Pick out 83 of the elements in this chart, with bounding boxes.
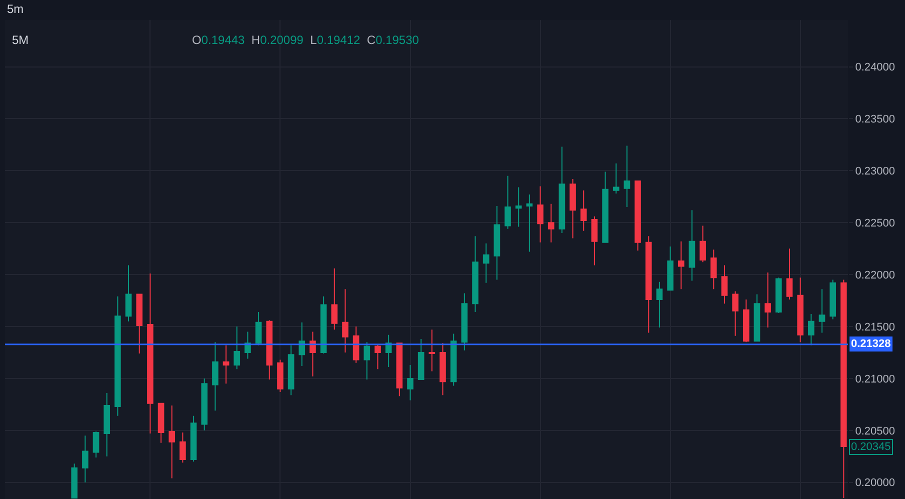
candlestick: [602, 171, 608, 243]
candlestick: [310, 331, 316, 377]
candlestick: [754, 294, 760, 342]
candlestick: [158, 402, 164, 444]
candlestick: [808, 314, 814, 346]
y-tick-label: 0.24000: [855, 62, 895, 74]
candlestick: [580, 190, 587, 232]
candlestick: [255, 311, 262, 346]
candlestick: [125, 264, 132, 322]
candlestick: [114, 296, 121, 416]
candlestick: [342, 288, 348, 353]
y-tick-label: 0.22500: [855, 217, 895, 230]
candlestick: [222, 344, 230, 384]
candlestick: [570, 178, 576, 239]
candlestick: [461, 292, 468, 351]
candlestick: [515, 186, 522, 228]
candlestick: [830, 279, 836, 320]
candlestick: [104, 392, 110, 457]
y-tick-label: 0.20000: [855, 477, 895, 490]
candlestick: [612, 162, 620, 194]
ref-line-label: 0.21328: [851, 338, 891, 350]
annotation: 0.20345: [851, 441, 891, 453]
candlestick: [71, 463, 78, 498]
candlestick: [331, 268, 338, 330]
candlestick: [92, 430, 100, 458]
candlestick: [364, 342, 370, 380]
text: 5M: [12, 33, 29, 47]
candlestick: [190, 415, 197, 462]
candlestick: [764, 272, 771, 328]
candlestick: [548, 203, 554, 243]
candlestick: [700, 225, 706, 263]
y-tick-label: 0.23500: [855, 114, 895, 126]
candlestick: [418, 338, 424, 380]
candlestick: [776, 277, 782, 314]
candlestick: [201, 378, 208, 431]
candlestick: [688, 210, 696, 282]
candlestick: [450, 333, 457, 386]
candlestick: [721, 264, 728, 304]
candlestick: [234, 326, 240, 370]
candlestick: [482, 242, 490, 284]
candlestick: [504, 175, 511, 230]
candlestick: [645, 236, 652, 334]
candlestick: [352, 326, 360, 364]
y-tick-label: 0.23000: [855, 166, 895, 178]
candlestick: [82, 435, 88, 483]
candlestick: [168, 404, 176, 479]
candlestick: [710, 249, 717, 290]
annotation: O0.19443 H0.20099 L0.19412 C0.19530: [192, 33, 420, 47]
candlestick: [374, 344, 381, 370]
candlestick: [840, 279, 847, 498]
y-tick-label: 0.21000: [855, 373, 895, 386]
candlestick: [407, 364, 414, 401]
candlestick: [288, 344, 294, 396]
candlestick: [591, 216, 598, 266]
candlestick: [818, 288, 826, 334]
candlestick: [678, 240, 684, 290]
candlestick: [786, 248, 793, 300]
candlestick: [266, 320, 273, 380]
candlestick: [656, 281, 663, 328]
candlestick: [396, 342, 403, 397]
candlestick: [494, 205, 500, 280]
y-tick-label: 0.20500: [855, 425, 895, 438]
candlestick: [797, 277, 804, 343]
candlestick: [298, 322, 306, 366]
y-tick-label: 0.21500: [855, 321, 895, 334]
candlestick: [320, 296, 327, 354]
candlestick: [277, 359, 284, 392]
candlestick: [537, 186, 544, 243]
chart-title: 5m: [7, 2, 24, 16]
candlestick: [732, 290, 738, 336]
candlestick: [667, 246, 674, 291]
candlestick: [180, 432, 186, 464]
candlestick: [558, 146, 566, 234]
candlestick: [472, 236, 478, 312]
candlestick: [136, 294, 143, 354]
candlestick: [624, 145, 630, 208]
candlestick: [212, 342, 218, 412]
candlestick: [742, 299, 750, 343]
candlestick: [428, 329, 436, 372]
candlestick: [526, 194, 533, 252]
candlestick: [634, 180, 641, 252]
candlestick: [440, 342, 446, 396]
y-tick-label: 0.22000: [855, 269, 895, 282]
